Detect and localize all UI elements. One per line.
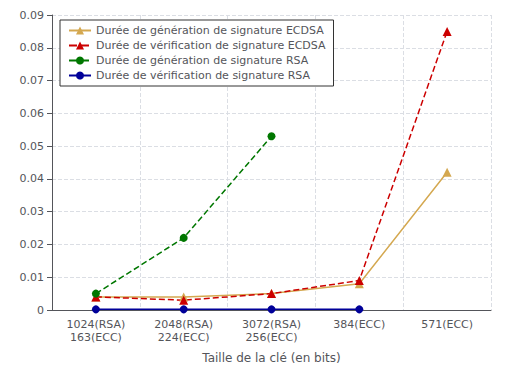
svg-text:0.05: 0.05	[20, 140, 45, 153]
svg-text:0.03: 0.03	[20, 205, 45, 218]
svg-text:Durée de génération de signatu: Durée de génération de signature RSA	[96, 54, 309, 67]
svg-text:Durée de vérification de signa: Durée de vérification de signature RSA	[96, 69, 311, 82]
svg-text:0.08: 0.08	[20, 41, 45, 54]
svg-text:0: 0	[37, 304, 44, 317]
svg-text:0.09: 0.09	[20, 9, 45, 22]
svg-text:1024(RSA): 1024(RSA)	[66, 318, 125, 331]
svg-text:0.06: 0.06	[20, 107, 45, 120]
svg-text:384(ECC): 384(ECC)	[333, 318, 385, 331]
svg-text:Durée de génération de signatu: Durée de génération de signature ECDSA	[96, 24, 324, 37]
svg-text:571(ECC): 571(ECC)	[421, 318, 473, 331]
svg-text:0.01: 0.01	[20, 271, 45, 284]
svg-text:0.02: 0.02	[20, 238, 45, 251]
svg-text:256(ECC): 256(ECC)	[246, 331, 298, 344]
svg-text:224(ECC): 224(ECC)	[158, 331, 210, 344]
svg-text:2048(RSA): 2048(RSA)	[154, 318, 213, 331]
svg-text:0.07: 0.07	[20, 74, 45, 87]
svg-text:Durée de vérification de signa: Durée de vérification de signature ECDSA	[96, 39, 326, 52]
svg-text:0.04: 0.04	[20, 172, 45, 185]
svg-text:3072(RSA): 3072(RSA)	[242, 318, 301, 331]
svg-text:Taille de la clé (en bits): Taille de la clé (en bits)	[201, 351, 340, 365]
svg-text:163(ECC): 163(ECC)	[70, 331, 122, 344]
